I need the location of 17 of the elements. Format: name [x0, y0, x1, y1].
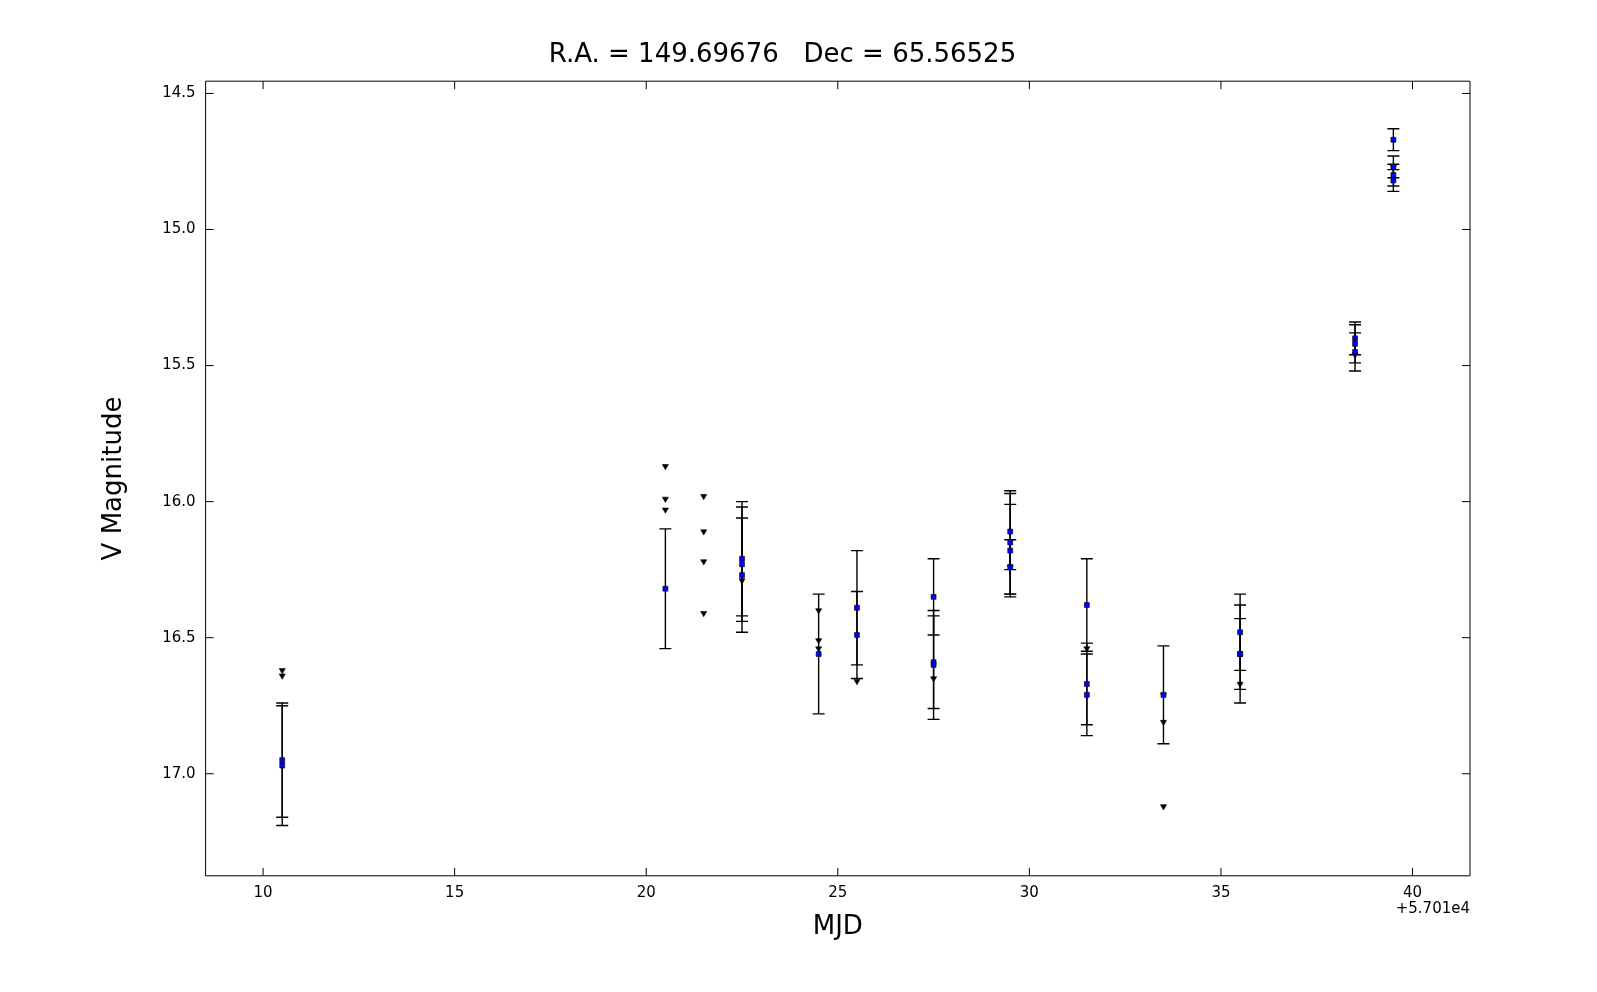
x-tick-label: 30 — [1019, 882, 1039, 901]
y-tick-label: 15.0 — [162, 219, 196, 238]
x-tick-label: 40 — [1402, 882, 1423, 901]
y-tick-label: 17.0 — [162, 763, 196, 782]
text: +5.701e4 — [1395, 899, 1470, 918]
x-tick-label: 35 — [1211, 882, 1231, 901]
x-tick-label: 20 — [636, 882, 656, 901]
y-tick-label: 15.5 — [162, 355, 196, 374]
x-tick-label: 15 — [445, 882, 465, 901]
y-axis-title: V Magnitude — [97, 396, 128, 561]
x-axis-title: MJD — [812, 910, 863, 941]
y-tick-label: 16.5 — [162, 627, 196, 646]
y-tick-label: 14.5 — [162, 83, 196, 102]
x-tick-label: 25 — [828, 882, 848, 901]
y-tick-label: 16.0 — [162, 491, 196, 510]
x-tick-label: 10 — [253, 882, 273, 901]
chart-title: R.A. = 149.69676 Dec = 65.56525 — [548, 38, 1017, 69]
